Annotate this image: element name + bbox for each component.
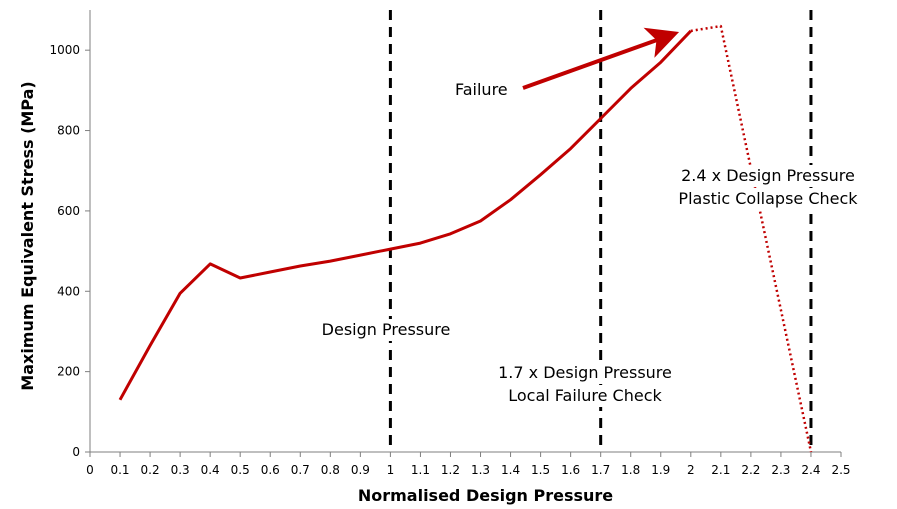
x-tick-label: 1.7	[591, 463, 610, 477]
label-background	[673, 165, 863, 187]
x-tick-label: 0.4	[201, 463, 220, 477]
x-tick-label: 0.3	[171, 463, 190, 477]
y-tick-label: 400	[57, 284, 80, 298]
failure-annotation: Failure	[455, 80, 508, 99]
reference-line-label: Plastic Collapse Check	[678, 189, 858, 208]
x-tick-label: 1.2	[441, 463, 460, 477]
data-point	[809, 451, 812, 454]
label-background	[669, 188, 867, 210]
data-point	[449, 232, 452, 235]
x-tick-label: 0.1	[110, 463, 129, 477]
x-tick-label: 1.6	[561, 463, 580, 477]
x-tick-label: 0.7	[291, 463, 310, 477]
x-tick-label: 1.8	[621, 463, 640, 477]
x-tick-label: 1.1	[411, 463, 430, 477]
x-tick-label: 1	[387, 463, 395, 477]
y-tick-label: 1000	[49, 43, 80, 57]
reference-line-labels: Design Pressure 1.7 x Design Pressure Loca…	[317, 165, 867, 407]
x-tick-label: 0.2	[141, 463, 160, 477]
data-point	[119, 398, 122, 401]
reference-line-label: Design Pressure	[322, 320, 451, 339]
axes	[89, 10, 841, 453]
x-tick-label: 2.2	[741, 463, 760, 477]
x-tick-label: 0.9	[351, 463, 370, 477]
x-axis-title: Normalised Design Pressure	[358, 486, 613, 505]
data-point	[599, 117, 602, 120]
data-point	[179, 292, 182, 295]
data-point	[359, 254, 362, 257]
data-point	[479, 219, 482, 222]
y-tick-label: 200	[57, 365, 80, 379]
x-tick-label: 2	[687, 463, 695, 477]
data-point	[269, 270, 272, 273]
failure-arrow	[522, 27, 680, 90]
annotations: Failure	[455, 27, 680, 99]
data-point	[509, 198, 512, 201]
y-tick-labels: 0 200 400 600 800 1000	[49, 43, 90, 459]
reference-line-label: 2.4 x Design Pressure	[681, 166, 855, 185]
label-background	[490, 362, 680, 384]
data-point	[329, 260, 332, 263]
data-point	[389, 248, 392, 251]
data-point	[629, 87, 632, 90]
data-point	[149, 344, 152, 347]
x-tick-labels: 0 0.1 0.2 0.3 0.4 0.5 0.6 0.7 0.8 0.9 1 1.1 1.2 1.3 1.…	[86, 452, 851, 477]
label-background	[317, 319, 455, 341]
x-tick-label: 1.3	[471, 463, 490, 477]
data-point	[209, 262, 212, 265]
label-background	[499, 385, 671, 407]
series-line-solid	[118, 29, 692, 401]
x-tick-label: 1.5	[531, 463, 550, 477]
data-point	[569, 147, 572, 150]
reference-lines	[388, 10, 813, 452]
data-point	[689, 29, 692, 32]
data-series	[118, 24, 813, 454]
reference-line-label: Local Failure Check	[508, 386, 662, 405]
data-point	[239, 277, 242, 280]
x-tick-label: 2.4	[801, 463, 820, 477]
y-tick-label: 0	[72, 445, 80, 459]
y-tick-label: 800	[57, 124, 80, 138]
y-tick-label: 600	[57, 204, 80, 218]
x-tick-label: 2.5	[831, 463, 850, 477]
series-line-dotted	[690, 24, 813, 453]
x-tick-label: 2.3	[771, 463, 790, 477]
data-point	[539, 173, 542, 176]
y-axis-title: Maximum Equivalent Stress (MPa)	[18, 81, 37, 390]
x-tick-label: 0.6	[261, 463, 280, 477]
x-tick-label: 1.4	[501, 463, 520, 477]
data-point	[299, 264, 302, 267]
x-tick-label: 0.5	[231, 463, 250, 477]
data-point	[719, 25, 722, 28]
x-tick-label: 0.8	[321, 463, 340, 477]
x-tick-label: 1.9	[651, 463, 670, 477]
reference-line-label: 1.7 x Design Pressure	[498, 363, 672, 382]
x-tick-label: 2.1	[711, 463, 730, 477]
x-tick-label: 0	[86, 463, 94, 477]
data-point	[419, 242, 422, 245]
data-point	[659, 61, 662, 64]
